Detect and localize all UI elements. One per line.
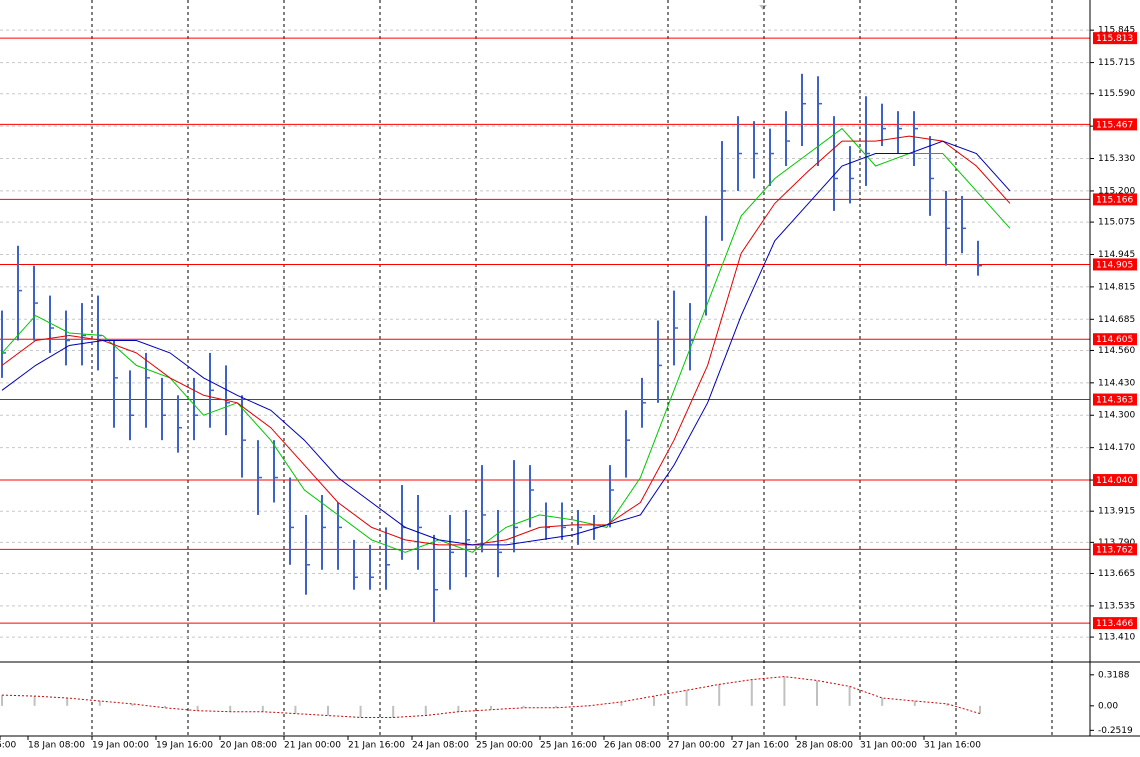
- osc-bar: [392, 705, 395, 718]
- moving-average: [1, 135, 1011, 546]
- level-label: 113.762: [1096, 545, 1133, 555]
- x-tick-label: 21 Jan 00:00: [284, 741, 341, 751]
- y-tick-label: 113.535: [1098, 601, 1135, 611]
- level-tag: [1093, 258, 1137, 271]
- level-tag: [1093, 193, 1137, 206]
- osc-bar: [66, 698, 69, 706]
- level-tag: [1093, 474, 1137, 487]
- osc-bar: [131, 703, 134, 706]
- osc-bar: [490, 705, 492, 710]
- y-tick-label: 114.560: [1098, 346, 1135, 356]
- level-tag: [1093, 393, 1137, 406]
- x-tick-label: 18 Jan 08:00: [28, 741, 85, 751]
- osc-bar: [359, 705, 362, 718]
- osc-bar: [913, 700, 916, 706]
- osc-bar: [718, 684, 721, 706]
- x-tick-label: 19 Jan 00:00: [92, 741, 149, 751]
- osc-bar: [979, 705, 981, 714]
- x-tick-label: 21 Jan 16:00: [348, 741, 405, 751]
- osc-bar: [848, 686, 851, 706]
- level-tag: [1093, 32, 1137, 45]
- y-tick-label: 113.665: [1098, 569, 1135, 579]
- y-tick-label: 115.200: [1098, 186, 1135, 196]
- moving-average: [1, 140, 1011, 546]
- osc-bar: [522, 705, 525, 708]
- osc-bar: [620, 701, 623, 706]
- level-tag: [1093, 617, 1137, 630]
- x-tick-label: 31 Jan 00:00: [860, 741, 917, 751]
- osc-bar: [98, 700, 101, 706]
- level-label: 113.466: [1096, 619, 1133, 629]
- y-tick-label: 114.685: [1098, 315, 1135, 325]
- x-tick-label: 25 Jan 00:00: [476, 741, 533, 751]
- y-tick-label: 114.300: [1098, 411, 1135, 421]
- y-tick-label: 113.790: [1098, 538, 1135, 548]
- osc-bar: [881, 698, 884, 706]
- y-tick-label: 115.715: [1098, 58, 1135, 68]
- osc-bar: [816, 680, 818, 706]
- y-tick-label: 113.410: [1098, 633, 1135, 643]
- y-tick-label: 113.915: [1098, 507, 1135, 517]
- level-label: 114.363: [1096, 396, 1133, 406]
- level-tag: [1093, 333, 1137, 346]
- y-tick-label: 115.075: [1098, 218, 1135, 228]
- level-label: 115.813: [1096, 34, 1133, 44]
- osc-bar: [164, 705, 166, 708]
- osc-bar: [750, 679, 753, 706]
- osc-bar: [424, 705, 427, 716]
- level-label: 114.905: [1096, 260, 1133, 270]
- level-tag: [1093, 118, 1137, 131]
- y-tick-label: 114.170: [1098, 443, 1135, 453]
- x-tick-label: 24 Jan 08:00: [412, 741, 469, 751]
- y-tick-label: 114.945: [1098, 250, 1135, 260]
- osc-bar: [294, 705, 297, 714]
- level-label: 114.040: [1096, 476, 1133, 486]
- osc-tick-label: -0.2519: [1098, 726, 1133, 736]
- x-tick-label: 31 Jan 16:00: [924, 741, 981, 751]
- x-tick-label: 25 Jan 16:00: [540, 741, 597, 751]
- level-label: 115.166: [1096, 195, 1133, 205]
- x-tick-label: 26 Jan 08:00: [604, 741, 661, 751]
- osc-bar: [457, 705, 460, 712]
- y-tick-label: 114.430: [1098, 378, 1135, 388]
- x-tick-label: 27 Jan 00:00: [668, 741, 725, 751]
- level-label: 114.605: [1096, 335, 1133, 345]
- level-tag: [1093, 543, 1137, 556]
- level-label: 115.467: [1096, 120, 1133, 130]
- x-tick-label: 20 Jan 08:00: [220, 741, 277, 751]
- osc-bar: [33, 696, 36, 706]
- osc-bar: [946, 703, 949, 706]
- scroll-marker: [759, 5, 767, 10]
- osc-bar: [555, 705, 558, 708]
- osc-bar: [685, 690, 688, 706]
- y-tick-label: 115.845: [1098, 26, 1135, 36]
- osc-bar: [653, 696, 655, 706]
- x-tick-label: 19 Jan 16:00: [156, 741, 213, 751]
- osc-bar: [196, 705, 199, 711]
- x-tick-label: 6:00: [0, 741, 16, 751]
- osc-bar: [783, 676, 786, 706]
- osc-bar: [1, 695, 3, 706]
- osc-tick-label: 0.00: [1098, 701, 1118, 711]
- y-tick-label: 114.815: [1098, 282, 1135, 292]
- osc-bar: [261, 705, 264, 712]
- y-tick-label: 115.330: [1098, 154, 1135, 164]
- osc-bar: [229, 705, 232, 712]
- x-tick-label: 27 Jan 16:00: [732, 741, 789, 751]
- osc-bar: [327, 705, 329, 716]
- osc-tick-label: 0.3188: [1098, 670, 1130, 680]
- x-tick-label: 28 Jan 08:00: [796, 741, 853, 751]
- y-tick-label: 115.590: [1098, 89, 1135, 99]
